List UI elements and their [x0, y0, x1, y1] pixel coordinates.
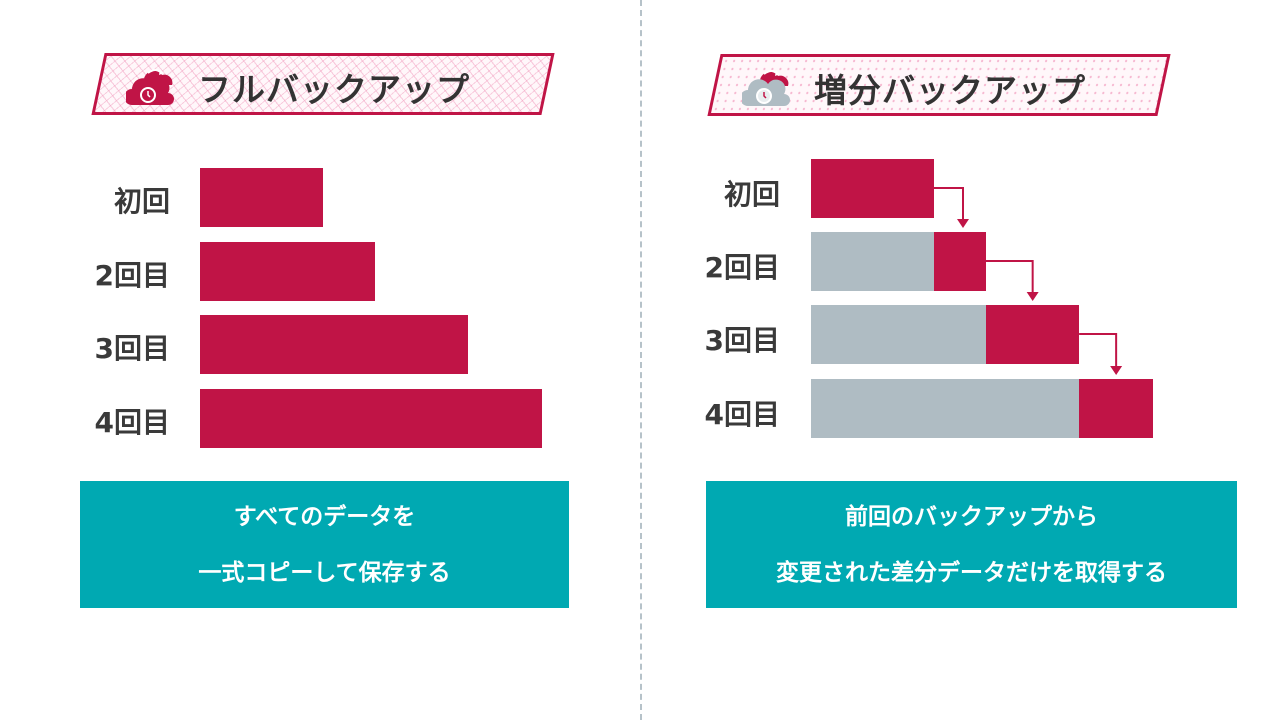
arrow-line	[934, 187, 964, 220]
previous-data-bar	[811, 232, 934, 291]
row-label: 4回目	[704, 398, 780, 431]
full-backup-header: フルバックアップ	[91, 53, 555, 115]
row-label: 2回目	[704, 251, 780, 284]
arrow-head-icon	[1026, 292, 1039, 301]
increment-bar	[811, 159, 934, 218]
full-backup-bar	[200, 315, 469, 374]
previous-data-bar	[811, 305, 986, 364]
cloud-backup-clock-icon	[742, 70, 790, 106]
arrow-line	[1079, 333, 1118, 367]
cloud-backup-clock-icon	[126, 69, 174, 105]
increment-bar	[1079, 379, 1153, 438]
divider	[640, 0, 642, 720]
arrow-head-icon	[1110, 366, 1123, 375]
row-label: 4回目	[94, 405, 170, 439]
increment-bar	[934, 232, 986, 291]
incremental-backup-title: 増分バックアップ	[814, 71, 1086, 110]
note-line: 前回のバックアップから	[845, 504, 1098, 530]
incremental-backup-header: 増分バックアップ	[707, 54, 1171, 116]
row-label: 3回目	[704, 324, 780, 357]
full-backup-bar	[200, 168, 323, 227]
arrow-line	[985, 260, 1034, 293]
previous-data-bar	[811, 379, 1080, 438]
row-label: 3回目	[94, 332, 170, 365]
row-label: 初回	[113, 185, 170, 218]
incremental-backup-note: 前回のバックアップから 変更された差分データだけを取得する	[706, 481, 1237, 608]
increment-bar	[985, 305, 1080, 364]
full-backup-bar	[200, 388, 542, 448]
row-label: 初回	[723, 178, 780, 211]
full-backup-bar	[200, 241, 375, 301]
full-backup-note: すべてのデータを 一式コピーして保存する	[80, 481, 569, 608]
arrow-head-icon	[957, 219, 969, 228]
full-backup-title: フルバックアップ	[198, 70, 470, 109]
note-line: 一式コピーして保存する	[198, 560, 451, 586]
note-line: すべてのデータを	[233, 504, 416, 530]
row-label: 2回目	[94, 258, 170, 292]
note-line: 変更された差分データだけを取得する	[776, 560, 1167, 586]
